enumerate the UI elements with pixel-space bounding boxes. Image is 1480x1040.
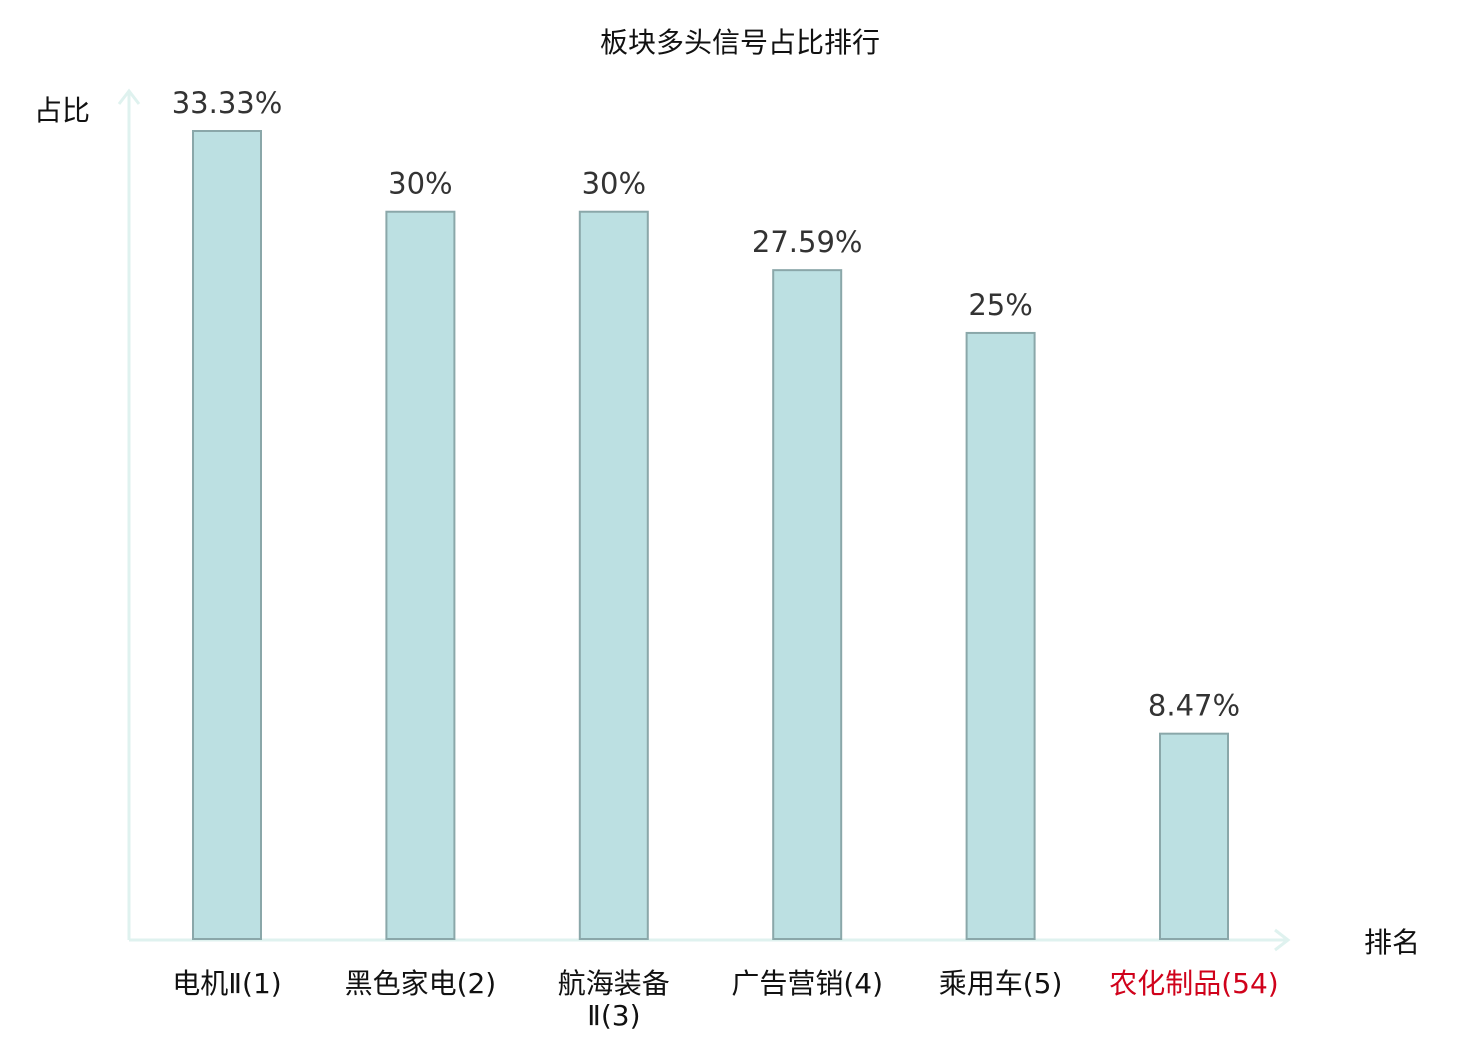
bar-2: [385, 210, 456, 940]
bar-6: [1159, 732, 1229, 941]
bar-4: [772, 269, 843, 941]
category-label-4: 广告营销(4): [731, 967, 883, 1000]
bar-value-label-5: 25%: [968, 288, 1032, 322]
bar-value-label-4: 27.59%: [752, 225, 863, 259]
x-axis-label: 排名: [1364, 926, 1420, 959]
category-label-3: 航海装备 Ⅱ(3): [558, 967, 670, 1032]
y-axis-arrow-icon: [117, 88, 141, 105]
bar-value-label-2: 30%: [388, 167, 452, 201]
category-label-2: 黑色家电(2): [345, 967, 497, 1000]
bar-1: [192, 130, 262, 940]
bar-5: [965, 331, 1036, 940]
bar-value-label-3: 30%: [582, 167, 646, 201]
category-label-1: 电机Ⅱ(1): [172, 967, 281, 1000]
category-label-6: 农化制品(54): [1109, 967, 1278, 1000]
x-axis-arrow-icon: [1274, 928, 1291, 952]
bar-value-label-6: 8.47%: [1148, 689, 1240, 723]
y-axis-label: 占比: [34, 94, 90, 127]
bar-value-label-1: 33.33%: [172, 86, 283, 120]
bar-3: [578, 210, 649, 940]
category-label-5: 乘用车(5): [939, 967, 1063, 1000]
chart-title: 板块多头信号占比排行: [600, 26, 880, 59]
bars-group: 33.33% 电机Ⅱ(1) 30% 黑色家电(2) 30% 航海装备 Ⅱ(3) 27.59% 广…: [172, 86, 1279, 1032]
